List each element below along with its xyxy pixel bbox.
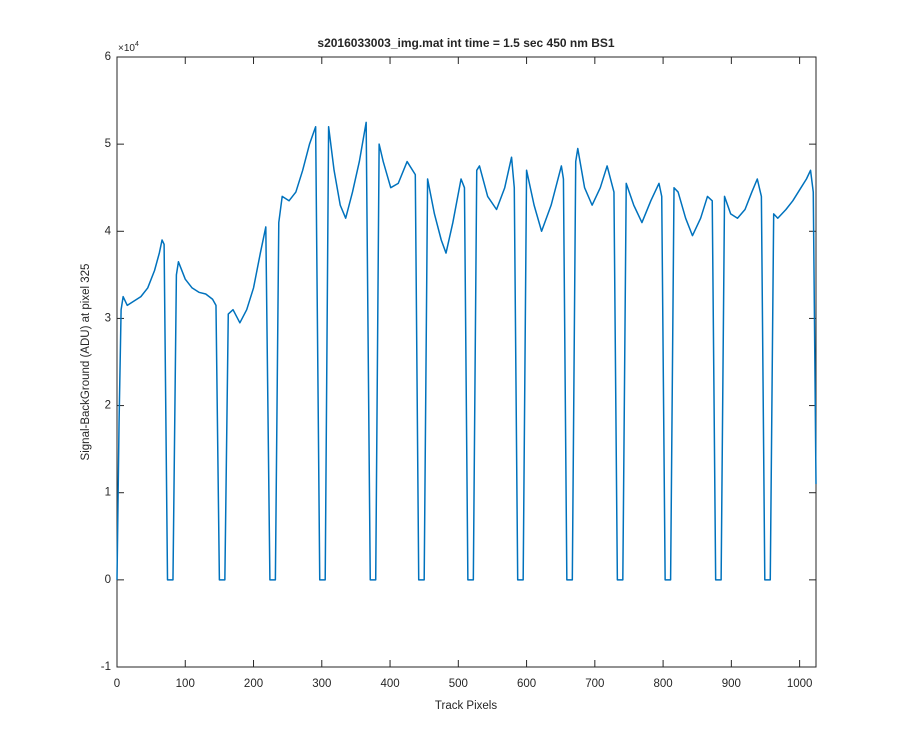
y-tick-label: 3 (105, 312, 111, 324)
y-axis-label: Signal-BackGround (ADU) at pixel 325 (80, 264, 92, 461)
y-tick-label: 2 (105, 400, 111, 412)
x-tick-label: 800 (654, 678, 673, 690)
multiplier-exponent: 4 (135, 41, 139, 48)
x-tick-label: 300 (312, 678, 331, 690)
x-tick-label: 1000 (787, 678, 813, 690)
y-tick-label: 0 (105, 574, 111, 586)
x-tick-label: 0 (114, 678, 120, 690)
chart-title: s2016033003_img.mat int time = 1.5 sec 4… (317, 36, 615, 50)
y-tick-label: 5 (105, 138, 111, 150)
x-tick-label: 700 (585, 678, 604, 690)
x-axis-label: Track Pixels (435, 700, 497, 712)
x-tick-label: 100 (176, 678, 195, 690)
y-tick-label: 6 (105, 51, 111, 63)
multiplier-base: ×10 (118, 43, 135, 54)
y-tick-label: 4 (105, 225, 112, 237)
y-tick-label: -1 (101, 661, 111, 673)
x-tick-label: 900 (722, 678, 741, 690)
x-tick-label: 200 (244, 678, 263, 690)
x-tick-label: 400 (380, 678, 399, 690)
x-tick-label: 600 (517, 678, 536, 690)
data-line (116, 121, 817, 581)
y-tick-label: 1 (105, 487, 111, 499)
y-multiplier: ×104 (118, 41, 139, 54)
x-tick-label: 500 (449, 678, 468, 690)
